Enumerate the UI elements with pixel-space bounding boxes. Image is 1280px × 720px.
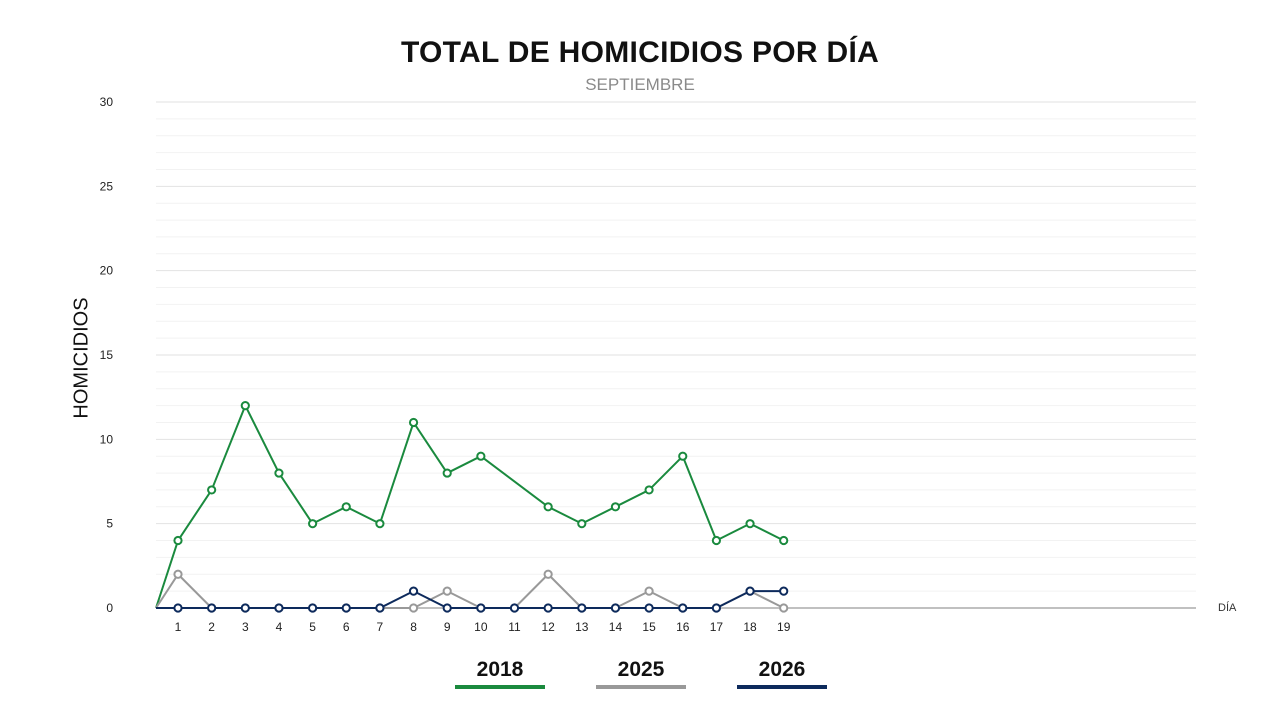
x-tick-label: 7 (377, 620, 384, 634)
data-point (711, 603, 722, 613)
data-point (173, 569, 183, 579)
data-point (577, 603, 587, 613)
legend-swatch (737, 685, 827, 689)
y-tick-label: 30 (100, 95, 114, 109)
x-tick-label: 10 (474, 620, 488, 634)
y-tick-label: 20 (100, 264, 114, 278)
x-tick-label: 19 (777, 620, 791, 634)
series-2018 (155, 401, 789, 609)
data-point (779, 535, 789, 546)
x-tick-label: 2 (208, 620, 215, 634)
chart-title: TOTAL DE HOMICIDIOS POR DÍA (400, 36, 880, 69)
data-point (476, 451, 486, 461)
data-point (408, 417, 419, 428)
data-point (442, 468, 452, 478)
data-point (341, 502, 351, 512)
data-point (644, 603, 654, 613)
y-axis-ticks: 0 5 10 15 20 25 30 (100, 95, 114, 615)
data-point (543, 569, 553, 579)
y-tick-label: 0 (106, 601, 113, 615)
legend: 2018 2025 2026 (0, 658, 1280, 698)
legend-swatch (596, 685, 686, 689)
data-point (610, 502, 621, 512)
data-point (476, 603, 486, 613)
data-point (173, 603, 183, 613)
x-tick-label: 15 (642, 620, 656, 634)
gridlines (156, 101, 1196, 592)
legend-label: 2026 (758, 658, 806, 681)
data-point (442, 586, 452, 596)
data-point (274, 603, 284, 613)
data-point (779, 586, 789, 596)
x-tick-label: 5 (309, 620, 316, 634)
x-tick-label: 4 (276, 620, 283, 634)
y-tick-label: 5 (106, 517, 113, 531)
data-point (240, 603, 250, 613)
x-tick-label: 17 (710, 620, 724, 634)
data-point (207, 603, 217, 613)
x-tick-label: 16 (676, 620, 690, 634)
data-point (408, 603, 419, 613)
data-point (644, 485, 654, 495)
x-tick-label: 18 (743, 620, 757, 634)
data-point (711, 535, 722, 546)
legend-item-2018: 2018 (455, 658, 545, 689)
data-point (207, 485, 217, 495)
data-point (644, 586, 654, 596)
data-point (341, 603, 351, 613)
data-point (745, 519, 755, 529)
data-point (779, 603, 789, 613)
data-point (678, 603, 688, 613)
data-point (173, 535, 183, 546)
x-tick-label: 3 (242, 620, 249, 634)
legend-item-2026: 2026 (737, 658, 827, 689)
data-point (375, 603, 385, 613)
data-point (375, 519, 385, 529)
data-point (408, 586, 419, 596)
data-point (610, 603, 621, 613)
legend-label: 2018 (476, 658, 524, 681)
series-2026 (156, 586, 789, 613)
x-tick-label: 8 (410, 620, 417, 634)
x-tick-label: 13 (575, 620, 589, 634)
data-point (543, 502, 553, 512)
y-tick-label: 25 (100, 179, 114, 193)
y-tick-label: 15 (100, 348, 114, 362)
data-point (240, 401, 250, 411)
x-tick-label: 12 (541, 620, 555, 634)
x-axis-ticks: 1 2 3 4 5 6 7 8 9 10 11 12 13 14 15 16 17 18 19 (175, 620, 791, 634)
data-point (308, 603, 318, 613)
x-tick-label: 14 (609, 620, 623, 634)
legend-label: 2025 (617, 658, 665, 681)
data-point (577, 519, 587, 529)
y-tick-label: 10 (100, 432, 114, 446)
data-point (678, 451, 688, 461)
data-point (543, 603, 553, 613)
series-line-2026 (156, 590, 784, 609)
x-tick-label: 6 (343, 620, 350, 634)
data-point (442, 603, 452, 613)
data-point (308, 519, 318, 529)
x-axis-label: DÍA (1218, 601, 1237, 614)
data-point (274, 468, 284, 478)
x-tick-label: 1 (175, 620, 182, 634)
data-point (745, 586, 755, 596)
x-tick-label: 9 (444, 620, 451, 634)
series-group (155, 401, 789, 613)
x-tick-label: 11 (508, 620, 521, 634)
legend-item-2025: 2025 (596, 658, 686, 689)
data-point (509, 603, 520, 613)
chart-subtitle: SEPTIEMBRE (585, 75, 695, 94)
legend-swatch (455, 685, 545, 689)
